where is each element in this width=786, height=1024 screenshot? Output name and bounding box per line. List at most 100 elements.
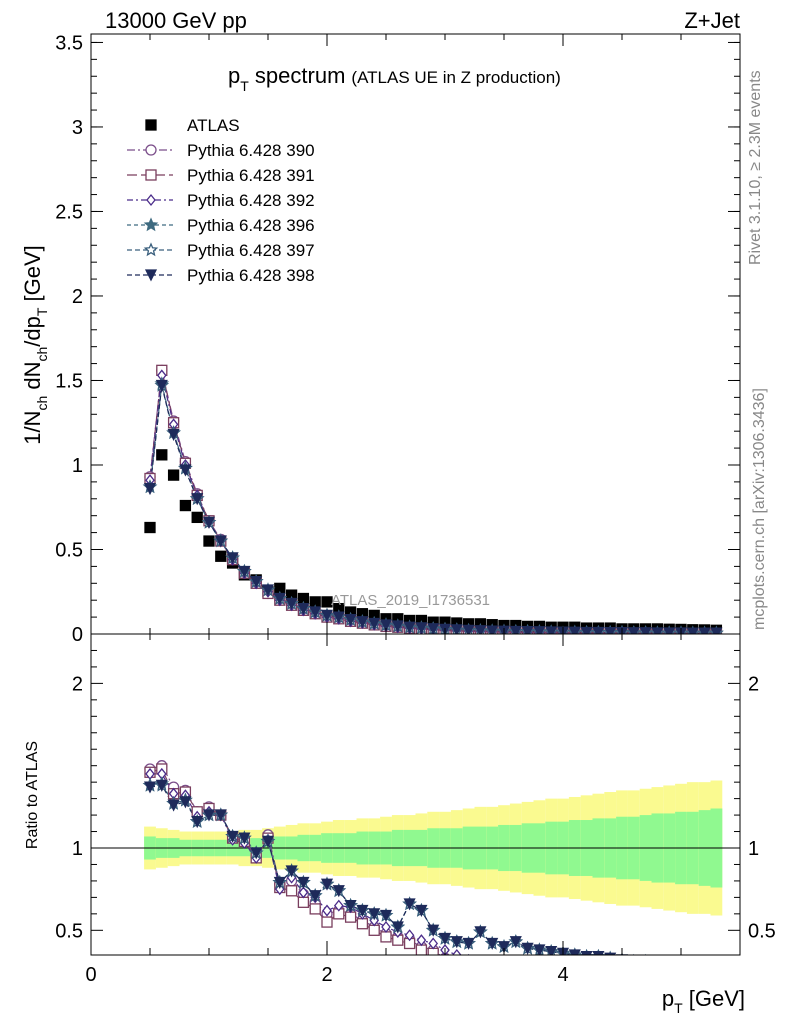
main-point-pythia-6-428-398-8: [238, 565, 251, 578]
xlabel-p: p: [662, 986, 674, 1011]
main-point-pythia-6-428-398-26: [450, 624, 463, 634]
ratio-point-pythia-6-428-398-17: [344, 899, 357, 913]
ratio-point-pythia-6-428-398-31: [509, 936, 522, 949]
mcplots-label: mcplots.cern.ch [arXiv:1306.3436]: [751, 388, 768, 630]
rivet-label: Rivet 3.1.10, ≥ 2.3M events: [747, 70, 764, 265]
main-point-atlas-15: [321, 596, 333, 608]
ratio-point-pythia-6-428-391-19: [368, 924, 380, 936]
ratio-frame: [90, 633, 741, 956]
main-point-pythia-6-428-398-1: [155, 379, 168, 393]
legend-label-pythia-6-428-392: Pythia 6.428 392: [187, 191, 315, 210]
main-ytick-label-3: 1.5: [55, 370, 83, 392]
main-point-pythia-6-428-398-41: [627, 627, 640, 634]
ratio-point-pythia-6-428-398-29: [486, 937, 499, 950]
ratio-point-pythia-6-428-398-32: [521, 942, 534, 955]
main-point-pythia-6-428-398-29: [486, 625, 499, 634]
xlabel-T: T: [674, 1000, 683, 1016]
process-label: Z+Jet: [684, 8, 740, 33]
legend-label-pythia-6-428-391: Pythia 6.428 391: [187, 166, 315, 185]
analysis-label: ATLAS_2019_I1736531: [331, 592, 490, 609]
ratio-point-pythia-6-428-398-16: [332, 885, 345, 898]
xtick-label-1: 2: [321, 964, 332, 986]
ratio-point-pythia-6-428-398-13: [297, 876, 310, 890]
main-point-pythia-6-428-398-12: [285, 597, 298, 611]
ratio-point-pythia-6-428-398-12: [285, 865, 298, 878]
legend-marker-pythia-6-428-391: [145, 169, 157, 181]
ratio-point-pythia-6-428-392-23: [416, 934, 427, 947]
ratio-point-pythia-6-428-398-24: [427, 924, 440, 937]
ratio-point-pythia-6-428-398-21: [391, 921, 404, 934]
legend-label-pythia-6-428-396: Pythia 6.428 396: [187, 216, 315, 235]
main-point-pythia-6-428-398-0: [143, 482, 157, 496]
main-point-pythia-6-428-398-22: [403, 621, 416, 634]
ratio-point-pythia-6-428-391-24: [427, 947, 439, 955]
legend-marker-pythia-6-428-392: [146, 193, 156, 207]
ratio-point-pythia-6-428-397-41: [633, 953, 635, 955]
ratio-point-pythia-6-428-398-36: [568, 949, 581, 955]
main-point-pythia-6-428-398-33: [533, 626, 546, 634]
ratio-point-pythia-6-428-392-16: [333, 899, 344, 912]
ratio-point-pythia-6-428-391-12: [285, 885, 298, 897]
ratio-point-pythia-6-428-398-42: [641, 957, 651, 967]
ratio-point-pythia-6-428-398-25: [438, 932, 452, 945]
ratio-panel: 0.5 0.5 1 1 2 2 0 2 4 Ratio to ATLAS pT [GeV]: [24, 633, 776, 1016]
ratio-point-pythia-6-428-398-30: [497, 941, 511, 954]
ratio-ytick-label-right-0: 0.5: [748, 920, 776, 942]
main-point-pythia-6-428-398-7: [226, 552, 239, 565]
main-ytick-label-0: 0: [72, 624, 83, 646]
main-point-pythia-6-428-398-5: [202, 516, 216, 529]
main-point-atlas-0: [144, 521, 156, 534]
main-point-pythia-6-428-398-36: [568, 626, 581, 634]
ratio-point-pythia-6-428-391-17: [344, 911, 357, 923]
main-ytick-label-4: 2: [72, 286, 83, 308]
energy-label: 13000 GeV pp: [105, 8, 247, 33]
main-point-pythia-6-428-398-4: [191, 493, 204, 506]
ratio-point-pythia-6-428-398-9: [250, 847, 263, 860]
ratio-series-markers: [142, 760, 674, 968]
main-point-pythia-6-428-398-15: [320, 609, 334, 622]
ratio-point-pythia-6-428-391-15: [321, 916, 333, 928]
ratio-point-pythia-6-428-391-25: [440, 957, 450, 967]
main-point-pythia-6-428-398-16: [332, 611, 345, 624]
xtick-label-0: 0: [85, 964, 96, 986]
main-point-pythia-6-428-398-46: [686, 627, 699, 634]
ratio-point-pythia-6-428-398-14: [309, 890, 322, 903]
main-point-pythia-6-428-398-20: [379, 619, 393, 632]
legend: ATLAS Pythia 6.428 390 Pythia 6.428 391 Pyt…: [127, 116, 315, 285]
legend-label-pythia-6-428-390: Pythia 6.428 390: [187, 141, 315, 160]
ratio-point-pythia-6-428-398-10: [261, 835, 275, 848]
ratio-point-pythia-6-428-396-40: [620, 952, 624, 955]
main-point-atlas-4: [191, 511, 203, 524]
main-point-pythia-6-428-398-31: [509, 625, 522, 634]
main-point-pythia-6-428-398-34: [545, 626, 558, 634]
ratio-point-pythia-6-428-398-2: [167, 799, 180, 812]
legend-label-pythia-6-428-398: Pythia 6.428 398: [187, 266, 315, 285]
ratio-point-pythia-6-428-390-26: [452, 958, 462, 968]
ratio-point-pythia-6-428-398-33: [533, 944, 546, 955]
ratio-point-pythia-6-428-397-40: [620, 952, 624, 955]
ratio-point-pythia-6-428-398-15: [320, 878, 334, 891]
ratio-point-pythia-6-428-396-42: [645, 953, 647, 955]
xtick-label-2: 4: [557, 964, 568, 986]
ratio-ytick-label-1: 1: [72, 838, 83, 860]
ratio-point-pythia-6-428-398-28: [474, 926, 487, 939]
legend-marker-pythia-6-428-398: [144, 269, 158, 282]
legend-marker-pythia-6-428-396: [143, 217, 159, 232]
main-point-atlas-5: [203, 535, 215, 547]
main-point-pythia-6-428-398-28: [474, 625, 487, 634]
main-panel: 0 0.5 1 1.5 2 2.5 3 3.5 pT spectrum (ATLAS UE in…: [20, 32, 741, 646]
ratio-point-pythia-6-428-398-41: [629, 957, 639, 967]
ratio-uncertainty-bands: [91, 780, 740, 916]
ratio-point-pythia-6-428-392-26: [451, 948, 462, 955]
main-point-pythia-6-428-398-2: [167, 428, 180, 442]
main-point-pythia-6-428-398-44: [663, 627, 676, 634]
ratio-point-pythia-6-428-392-22: [404, 929, 415, 942]
ratio-point-pythia-6-428-398-44: [664, 958, 674, 968]
main-point-pythia-6-428-398-9: [250, 575, 263, 589]
main-point-pythia-6-428-398-23: [415, 622, 428, 634]
main-ytick-label-5: 2.5: [55, 201, 83, 223]
main-point-pythia-6-428-398-6: [214, 535, 227, 548]
ratio-ytick-label-0: 0.5: [55, 920, 83, 942]
ratio-point-pythia-6-428-392-24: [428, 937, 439, 950]
xlabel-unit: [GeV]: [683, 986, 745, 1011]
